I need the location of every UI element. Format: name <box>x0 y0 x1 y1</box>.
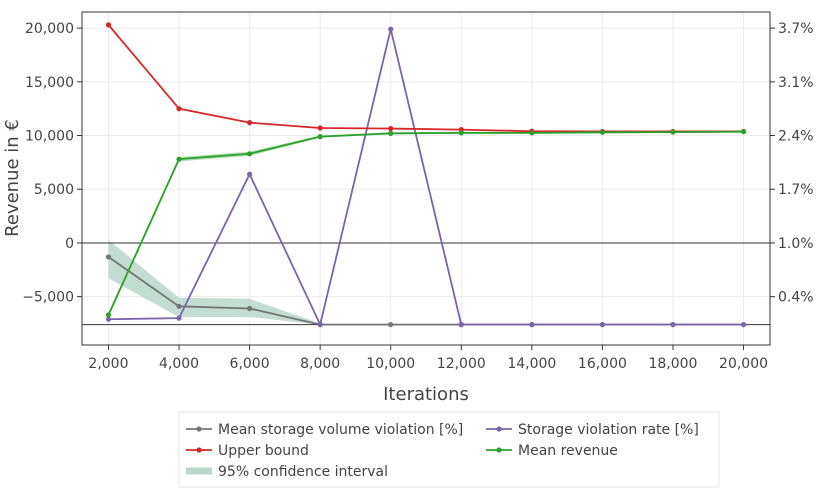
x-tick-label: 4,000 <box>159 356 199 372</box>
data-point <box>529 321 535 328</box>
data-point <box>670 129 676 135</box>
series-points <box>105 22 747 328</box>
data-point <box>388 321 394 328</box>
y2-tick-label: 3.1% <box>778 75 814 91</box>
y-axis-label: Revenue in € <box>2 119 23 237</box>
data-point <box>246 151 253 157</box>
legend-label: Mean storage volume violation [%] <box>218 422 463 438</box>
data-point <box>458 321 464 328</box>
y-tick-label: −5,000 <box>22 290 74 306</box>
data-point <box>599 321 606 328</box>
data-point <box>388 125 394 132</box>
y-tick-label: 5,000 <box>34 182 74 198</box>
y-tick-label: 15,000 <box>25 75 74 91</box>
data-point <box>246 171 253 177</box>
data-point <box>176 106 182 112</box>
confidence-band <box>108 131 744 318</box>
y2-tick-label: 3.7% <box>778 21 814 37</box>
data-point <box>105 316 112 322</box>
y2-tick-label: 1.0% <box>778 236 814 252</box>
series-line <box>107 24 744 133</box>
legend: Mean storage volume violation [%] Storage… <box>178 411 720 488</box>
data-point <box>176 156 182 162</box>
series-line <box>108 28 744 328</box>
y-tick-label: 10,000 <box>25 129 74 145</box>
x-tick-label: 12,000 <box>437 356 486 372</box>
data-point <box>317 134 323 140</box>
y-tick-label: 20,000 <box>25 21 74 37</box>
data-point <box>388 130 394 136</box>
x-tick-label: 18,000 <box>648 356 697 372</box>
legend-label: Mean revenue <box>518 443 618 459</box>
series-line <box>107 130 744 316</box>
data-point <box>740 321 747 328</box>
legend-marker <box>196 447 202 453</box>
x-tick-label: 6,000 <box>230 356 270 372</box>
x-tick-label: 20,000 <box>719 356 768 372</box>
y2-tick-label: 1.7% <box>778 182 814 198</box>
data-point <box>670 321 676 328</box>
data-point <box>599 129 606 135</box>
data-point <box>740 129 747 135</box>
series-lines <box>107 24 744 328</box>
y-tick-label: 0 <box>65 236 74 252</box>
data-point <box>246 120 253 126</box>
data-point <box>458 130 464 136</box>
data-point <box>529 130 535 136</box>
data-point <box>105 254 112 260</box>
legend-label: Upper bound <box>218 443 309 459</box>
plot-frame <box>81 11 771 346</box>
legend-marker <box>496 447 502 453</box>
x-tick-label: 10,000 <box>366 356 415 372</box>
data-point <box>105 312 112 318</box>
x-tick-label: 8,000 <box>300 356 340 372</box>
x-axis-label: Iterations <box>383 384 469 405</box>
x-tick-label: 2,000 <box>88 356 128 372</box>
legend-marker <box>496 426 502 432</box>
data-point <box>176 303 182 309</box>
data-point <box>176 315 182 321</box>
data-point <box>246 305 253 312</box>
y2-tick-label: 2.4% <box>778 129 814 145</box>
data-point <box>105 22 112 28</box>
x-tick-label: 14,000 <box>507 356 556 372</box>
y2-axis-ticks: 0.4% 1.0% 1.7% 2.4% 3.1% 3.7% <box>770 21 814 306</box>
data-point <box>317 125 323 131</box>
y2-tick-label: 0.4% <box>778 290 814 306</box>
legend-box <box>178 411 720 488</box>
data-point <box>388 26 394 32</box>
confidence-bands <box>108 131 744 325</box>
legend-label: 95% confidence interval <box>218 464 388 480</box>
x-tick-label: 16,000 <box>578 356 627 372</box>
y-axis-ticks: −5,000 0 5,000 10,000 15,000 20,000 <box>22 21 82 306</box>
legend-label: Storage violation rate [%] <box>518 422 699 438</box>
data-point <box>317 321 323 328</box>
x-axis-ticks: 2,000 4,000 6,000 8,000 10,000 12,000 14,000 16… <box>88 345 768 372</box>
legend-marker <box>196 426 202 432</box>
confidence-band <box>108 239 744 325</box>
